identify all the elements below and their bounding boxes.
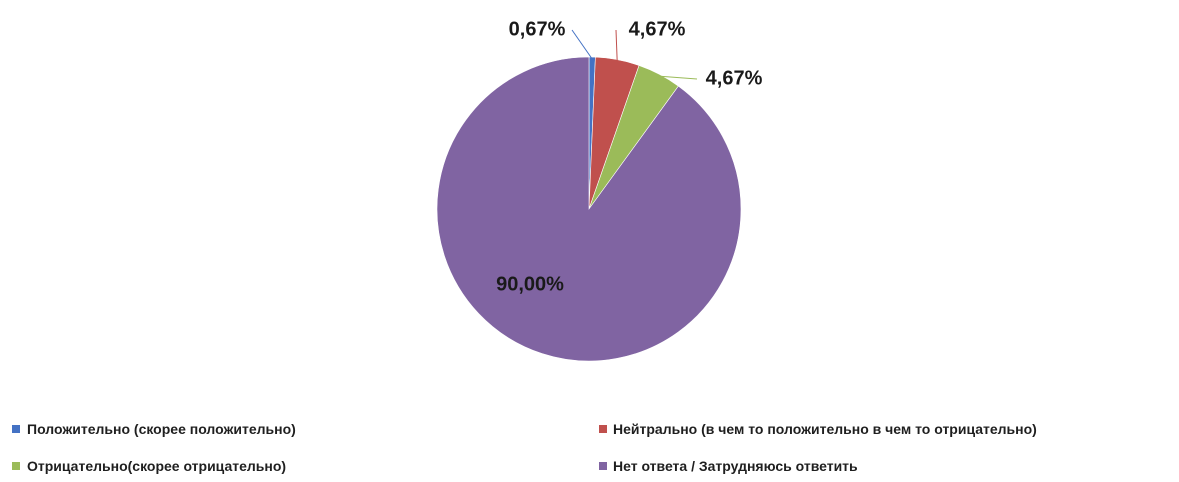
data-label-positive: 0,67% bbox=[509, 18, 566, 40]
legend-swatch-positive bbox=[12, 425, 20, 433]
legend-swatch-no-answer bbox=[599, 462, 607, 470]
leader-line-3 bbox=[658, 75, 698, 80]
legend-entry-positive: Положительно (скорее положительно) bbox=[12, 421, 296, 437]
pie-slices bbox=[436, 56, 742, 362]
legend-swatch-negative bbox=[12, 462, 20, 470]
legend-label-neutral: Нейтрально (в чем то положительно в чем … bbox=[613, 421, 1037, 437]
leader-line-1 bbox=[571, 29, 593, 60]
legend-entry-neutral: Нейтрально (в чем то положительно в чем … bbox=[599, 421, 1037, 437]
label-leader-lines bbox=[571, 29, 698, 80]
data-label-negative: 4,67% bbox=[706, 67, 763, 89]
legend-swatch-neutral bbox=[599, 425, 607, 433]
data-labels: 0,67% 4,67% 4,67% 90,00% bbox=[496, 18, 762, 295]
legend-entry-negative: Отрицательно(скорее отрицательно) bbox=[12, 458, 286, 474]
slice-no-answer bbox=[436, 56, 742, 362]
legend-label-negative: Отрицательно(скорее отрицательно) bbox=[27, 458, 286, 474]
legend: Положительно (скорее положительно) Нейтр… bbox=[12, 421, 1037, 474]
legend-entry-no-answer: Нет ответа / Затрудняюсь ответить bbox=[599, 458, 858, 474]
data-label-no-answer: 90,00% bbox=[496, 273, 564, 295]
legend-label-positive: Положительно (скорее положительно) bbox=[27, 421, 296, 437]
leader-line-2 bbox=[615, 29, 618, 62]
data-label-neutral: 4,67% bbox=[629, 18, 686, 40]
legend-label-no-answer: Нет ответа / Затрудняюсь ответить bbox=[613, 458, 858, 474]
